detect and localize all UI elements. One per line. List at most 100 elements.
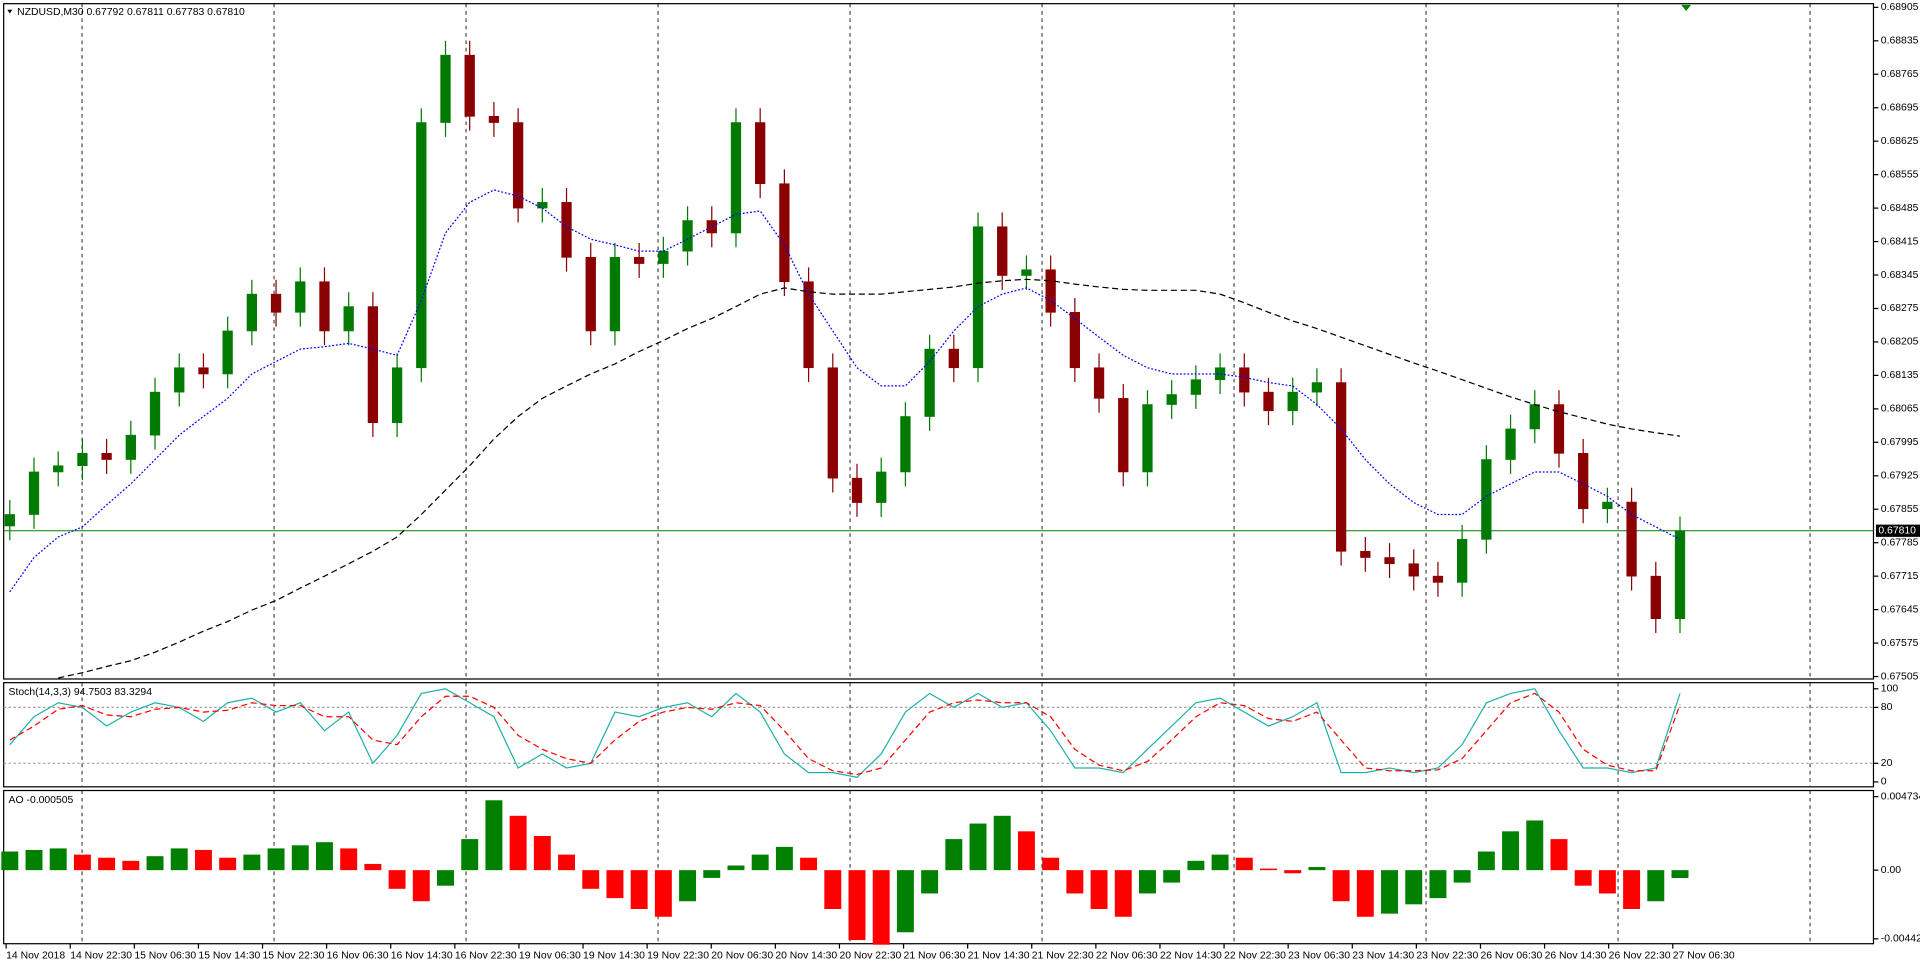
ao-bar: [1623, 870, 1641, 909]
ao-bar: [751, 854, 769, 871]
ao-bar: [1550, 839, 1568, 871]
y-tick-label: 0.68065: [1881, 404, 1919, 415]
candle-body: [198, 367, 209, 375]
y-tick-label: 0.004734: [1881, 791, 1920, 802]
x-tick-label: 15 Nov 14:30: [198, 951, 260, 962]
candle-body: [997, 226, 1008, 276]
y-tick-label: 0.68835: [1881, 36, 1919, 47]
ao-bar: [1453, 870, 1471, 883]
candle-body: [1674, 530, 1686, 620]
ao-bar: [1332, 870, 1350, 902]
ao-bar: [654, 870, 672, 917]
ao-bar: [1211, 854, 1229, 871]
candle-body: [222, 330, 233, 375]
x-tick-label: 15 Nov 22:30: [263, 951, 325, 962]
x-tick-label: 16 Nov 06:30: [327, 951, 389, 962]
candle-body: [1578, 453, 1589, 510]
x-tick-label: 16 Nov 14:30: [391, 951, 453, 962]
candle-body: [634, 257, 645, 264]
y-tick-label: 0.68765: [1881, 69, 1919, 80]
candle-body: [1142, 404, 1153, 473]
candle-body: [706, 220, 717, 234]
x-tick-label: 22 Nov 14:30: [1160, 951, 1222, 962]
candle-body: [319, 281, 330, 332]
ao-bar: [1, 851, 19, 871]
candle-body: [391, 367, 403, 424]
candle-body: [174, 367, 185, 393]
y-tick-label: 0: [1881, 777, 1887, 788]
ao-bar: [170, 848, 188, 871]
ao-bar: [945, 839, 963, 871]
price-panel: [3, 3, 1875, 680]
x-tick-label: 14 Nov 22:30: [70, 951, 132, 962]
shift-marker: [1681, 4, 1692, 12]
ao-bar: [1163, 870, 1181, 883]
ao-bar: [1017, 831, 1035, 871]
candle-body: [1432, 575, 1444, 583]
candle-body: [101, 453, 112, 460]
ao-bar: [1042, 857, 1060, 871]
ao-bar: [73, 854, 91, 871]
current-price-box: [1875, 524, 1920, 537]
candle-body: [367, 306, 379, 424]
ao-bar: [1429, 870, 1447, 899]
y-tick-label: 0.68905: [1881, 2, 1919, 13]
ao-bar: [800, 857, 818, 871]
ao-bar: [412, 870, 430, 902]
y-tick-label: 0.67995: [1881, 437, 1919, 448]
ao-bar: [848, 870, 866, 941]
x-tick-label: 21 Nov 06:30: [904, 951, 966, 962]
y-tick-label: 0.68485: [1881, 203, 1919, 214]
candle-body: [730, 122, 742, 234]
ao-bar: [49, 848, 67, 871]
candle-body: [440, 54, 451, 123]
ao-bar: [1381, 870, 1399, 914]
ao-bar: [364, 863, 382, 871]
y-tick-label: 100: [1881, 684, 1899, 695]
candle-body: [1529, 404, 1540, 430]
candle-body: [1311, 382, 1323, 393]
ao-bar: [533, 835, 551, 871]
ao-bar: [243, 854, 261, 871]
ao-bar: [1574, 870, 1592, 886]
candle-body: [1263, 391, 1274, 412]
x-tick-label: 20 Nov 06:30: [711, 951, 773, 962]
indicator-line: [9, 189, 1681, 593]
ao-bar: [679, 870, 697, 902]
x-tick-label: 26 Nov 06:30: [1480, 951, 1542, 962]
candle-body: [1481, 459, 1492, 540]
y-tick-label: 0.68555: [1881, 169, 1919, 180]
ao-bar: [1187, 860, 1205, 871]
candle-body: [851, 477, 863, 503]
candle-body: [779, 183, 790, 283]
ao-bar: [1502, 831, 1520, 871]
ao-bar: [1138, 870, 1156, 894]
y-tick-label: 0.68345: [1881, 270, 1919, 281]
candle-body: [1093, 367, 1105, 399]
candle-body: [876, 471, 887, 503]
candle-body: [972, 226, 984, 369]
y-tick-label: 0.67575: [1881, 638, 1919, 649]
candle-body: [1069, 312, 1081, 369]
candle-body: [1045, 269, 1056, 313]
y-tick-label: 0.67925: [1881, 471, 1919, 482]
candle-body: [125, 434, 136, 460]
y-tick-label: 0.00: [1881, 865, 1901, 876]
ao-bar: [1526, 820, 1544, 871]
candle-body: [246, 293, 258, 332]
x-tick-label: 23 Nov 14:30: [1352, 951, 1414, 962]
candle-body: [1602, 501, 1613, 510]
x-tick-label: 15 Nov 06:30: [134, 951, 196, 962]
candle-body: [803, 281, 814, 369]
y-tick-label: 0.68415: [1881, 236, 1919, 247]
candle-body: [1190, 379, 1202, 395]
ao-bar: [291, 845, 309, 871]
x-tick-label: 22 Nov 06:30: [1096, 951, 1158, 962]
candle-body: [1456, 539, 1468, 583]
y-tick-label: -0.004421: [1881, 934, 1920, 945]
candle-body: [924, 348, 935, 417]
candle-body: [1118, 398, 1129, 473]
ao-bar: [1235, 857, 1253, 871]
candle-body: [343, 306, 354, 332]
